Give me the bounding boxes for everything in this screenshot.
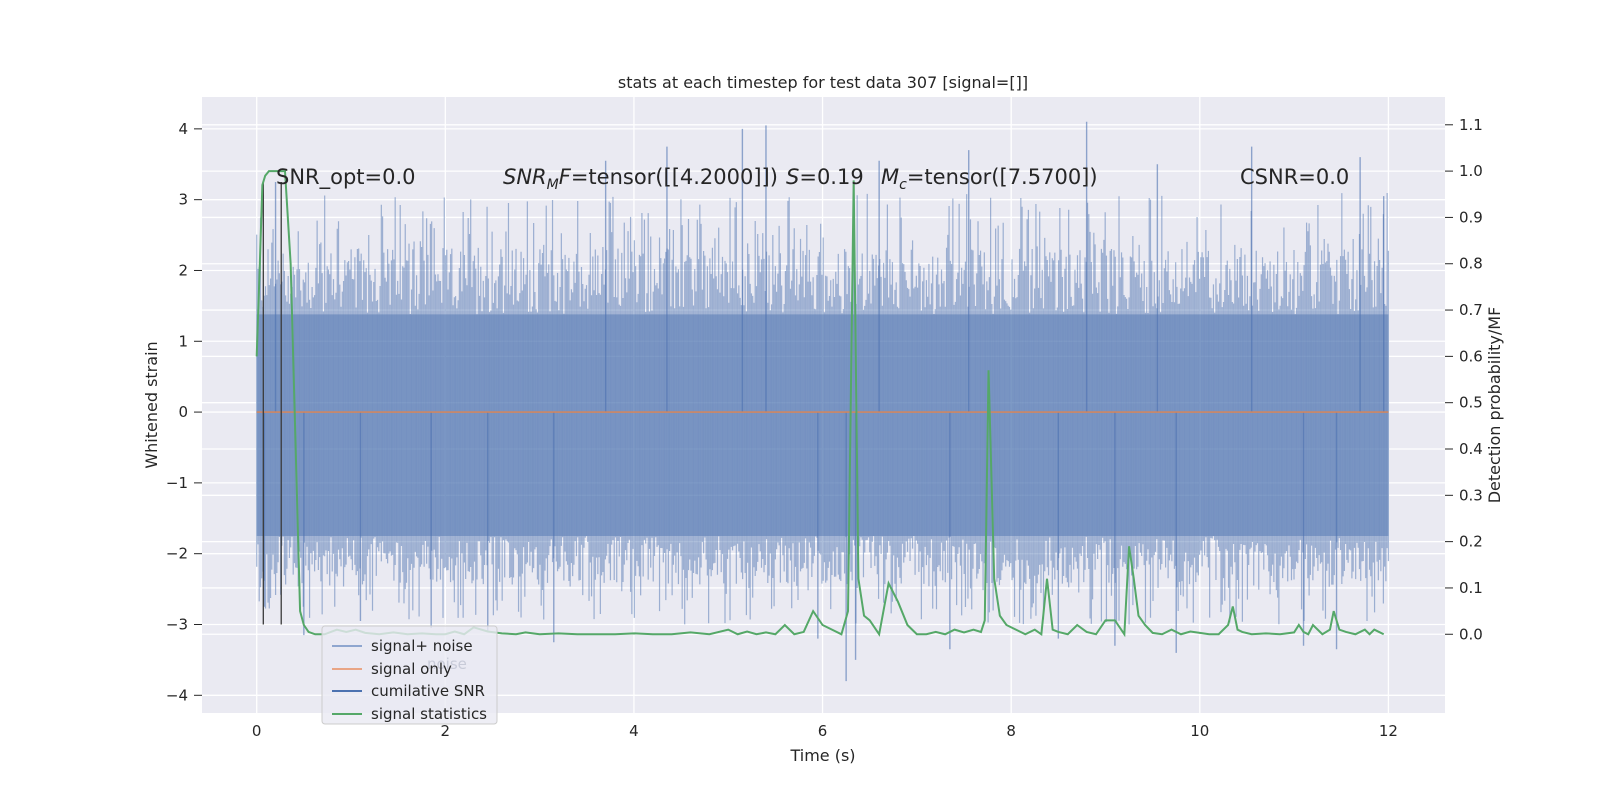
mc-subscript: c — [899, 177, 907, 193]
y-tick-label: −2 — [166, 545, 188, 563]
x-axis-label: Time (s) — [789, 746, 855, 765]
y-axis-label: Whitened strain — [142, 341, 161, 468]
y2-tick-label: 0.3 — [1459, 486, 1483, 504]
snr-mf-value: =tensor([[4.2000]]) — [571, 165, 778, 189]
y2-tick-label: 0.7 — [1459, 301, 1483, 319]
legend: noise signal+ noise signal only cumilati… — [321, 625, 498, 725]
x-tick-label: 0 — [252, 722, 262, 740]
legend-label-signal-only: signal only — [371, 660, 452, 678]
s-symbol: S — [786, 165, 799, 189]
noise-series — [256, 121, 1390, 682]
chart-title: stats at each timestep for test data 307… — [618, 73, 1028, 92]
y2-tick-label: 0.4 — [1459, 440, 1483, 458]
snr-mf-symbol: SNR — [503, 165, 547, 189]
x-tick-label: 12 — [1379, 722, 1398, 740]
legend-box — [321, 625, 498, 725]
y-tick-label: −1 — [166, 474, 188, 492]
snr-mf-symbol-tail: F — [559, 165, 572, 189]
y2-axis-label: Detection probability/MF — [1485, 307, 1504, 504]
x-tick-label: 8 — [1006, 722, 1016, 740]
s-value: =0.19 — [799, 165, 863, 189]
y2-tick-label: 0.2 — [1459, 533, 1483, 551]
y2-tick-label: 1.1 — [1459, 116, 1483, 134]
legend-label-cumilative-snr: cumilative SNR — [371, 682, 485, 700]
mc-symbol: M — [881, 165, 899, 189]
snr-mf-subscript: M — [547, 177, 559, 193]
x-tick-label: 2 — [441, 722, 451, 740]
x-tick-label: 10 — [1190, 722, 1209, 740]
y2-tick-label: 0.5 — [1459, 394, 1483, 412]
y2-tick-label: 0.0 — [1459, 625, 1483, 643]
annotation-csnr: CSNR=0.0 — [1240, 165, 1349, 189]
legend-label-signal-statistics: signal statistics — [371, 705, 487, 723]
legend-ghost-text: noise — [427, 655, 467, 673]
y-tick-label: −4 — [166, 686, 188, 704]
legend-label-signal-noise: signal+ noise — [371, 637, 473, 655]
y2-tick-label: 1.0 — [1459, 162, 1483, 180]
x-tick-label: 4 — [629, 722, 639, 740]
annotation-snr-mf: SNRMF=tensor([[4.2000]]) — [503, 165, 778, 193]
x-tick-label: 6 — [818, 722, 828, 740]
y-tick-label: 2 — [178, 261, 188, 279]
annotation-snr-opt: SNR_opt=0.0 — [276, 165, 416, 190]
y2-tick-label: 0.6 — [1459, 347, 1483, 365]
y-tick-label: 0 — [178, 403, 188, 421]
y-tick-label: −3 — [166, 615, 188, 633]
y-tick-label: 3 — [178, 191, 188, 209]
annotation-s: S=0.19 — [786, 165, 864, 189]
y-tick-label: 4 — [178, 120, 188, 138]
y2-tick-label: 0.9 — [1459, 208, 1483, 226]
y2-tick-label: 0.1 — [1459, 579, 1483, 597]
annotation-mc: Mc=tensor([7.5700]) — [881, 165, 1098, 193]
ticks: 0 2 4 6 8 10 1243210−1−2−3−41.11.00.90.80.70.6… — [166, 116, 1483, 740]
y2-tick-label: 0.8 — [1459, 255, 1483, 273]
mc-value: =tensor([7.5700]) — [907, 165, 1098, 189]
y-tick-label: 1 — [178, 332, 188, 350]
